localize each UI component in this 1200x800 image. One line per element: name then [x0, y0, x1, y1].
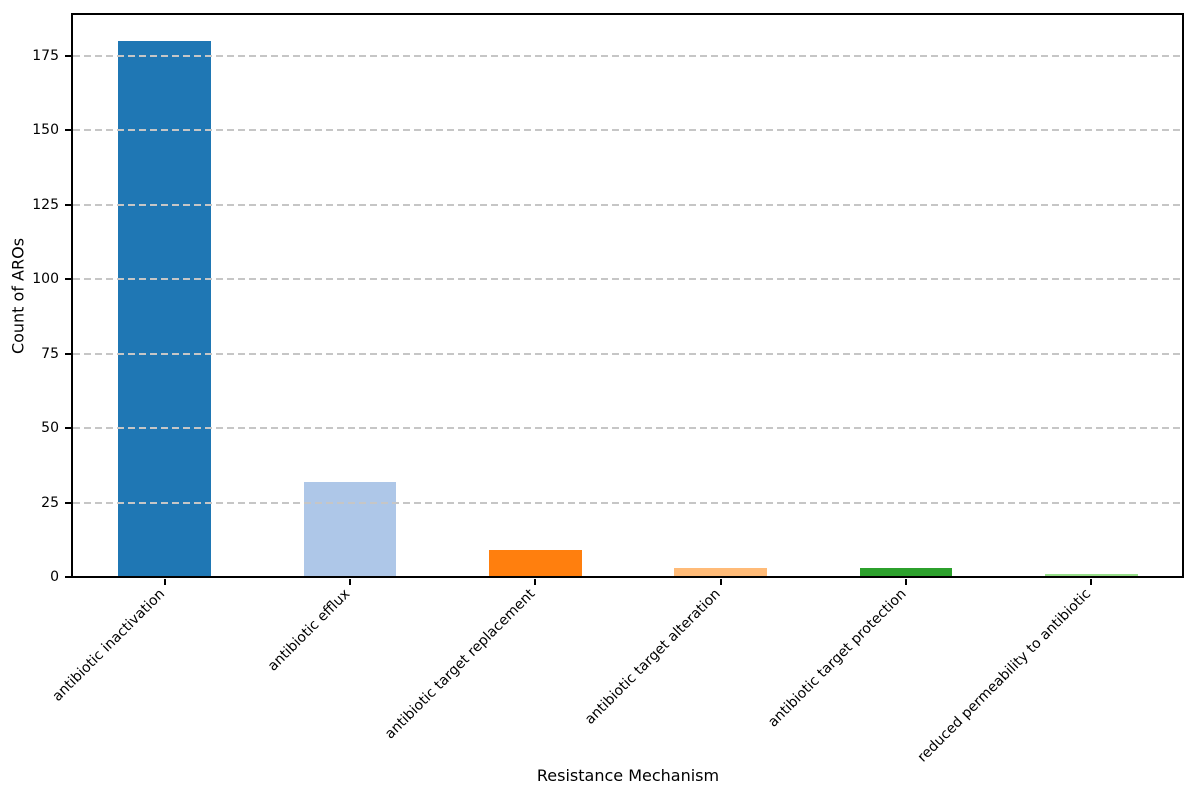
bar-antibiotic-efflux	[303, 481, 397, 577]
gridline-150	[73, 129, 1183, 132]
y-tick-mark	[65, 54, 72, 57]
y-tick-label: 175	[32, 47, 59, 64]
y-tick-label: 25	[41, 494, 59, 511]
gridline-50	[73, 427, 1183, 430]
y-axis-label: Count of AROs	[8, 237, 28, 355]
gridline-25	[73, 501, 1183, 504]
x-tick-label-antibiotic-inactivation: antibiotic inactivation	[49, 586, 169, 705]
y-tick-mark	[65, 501, 72, 504]
gridline-100	[73, 278, 1183, 281]
bar-antibiotic-target-protection	[859, 568, 953, 577]
bar-antibiotic-target-replacement	[489, 550, 582, 577]
x-tick-mark	[534, 579, 537, 585]
gridline-125	[73, 203, 1183, 206]
y-tick-label: 125	[32, 196, 59, 213]
x-tick-label-antibiotic-efflux: antibiotic efflux	[264, 586, 354, 675]
x-tick-label-antibiotic-target-protection: antibiotic target protection	[764, 586, 910, 731]
y-tick-mark	[65, 576, 72, 578]
bar-antibiotic-target-alteration	[674, 568, 767, 577]
y-tick-mark	[65, 203, 72, 206]
y-tick-label: 100	[32, 271, 59, 288]
gridline-175	[73, 54, 1183, 57]
gridline-75	[73, 352, 1183, 355]
y-tick-label: 150	[32, 122, 59, 139]
x-axis-label: Resistance Mechanism	[536, 766, 720, 785]
y-tick-label: 75	[41, 345, 59, 362]
x-tick-label-antibiotic-target-replacement: antibiotic target replacement	[382, 586, 539, 743]
x-tick-mark	[163, 579, 166, 585]
plot-frame	[71, 13, 1184, 578]
y-tick-mark	[65, 278, 72, 281]
x-tick-mark	[349, 579, 351, 585]
x-tick-label-antibiotic-target-alteration: antibiotic target alteration	[582, 586, 725, 728]
y-tick-mark	[65, 427, 72, 430]
bar-reduced-permeability-to-antibiotic	[1045, 574, 1138, 577]
bar-antibiotic-inactivation	[118, 40, 211, 577]
y-tick-label: 50	[41, 420, 59, 437]
y-tick-mark	[65, 129, 72, 132]
x-tick-mark	[1090, 579, 1093, 585]
x-tick-label-reduced-permeability-to-antibiotic: reduced permeability to antibiotic	[915, 586, 1095, 766]
y-tick-label: 0	[50, 569, 59, 585]
x-tick-mark	[719, 579, 722, 585]
x-tick-mark	[905, 579, 907, 585]
y-tick-mark	[65, 352, 72, 355]
